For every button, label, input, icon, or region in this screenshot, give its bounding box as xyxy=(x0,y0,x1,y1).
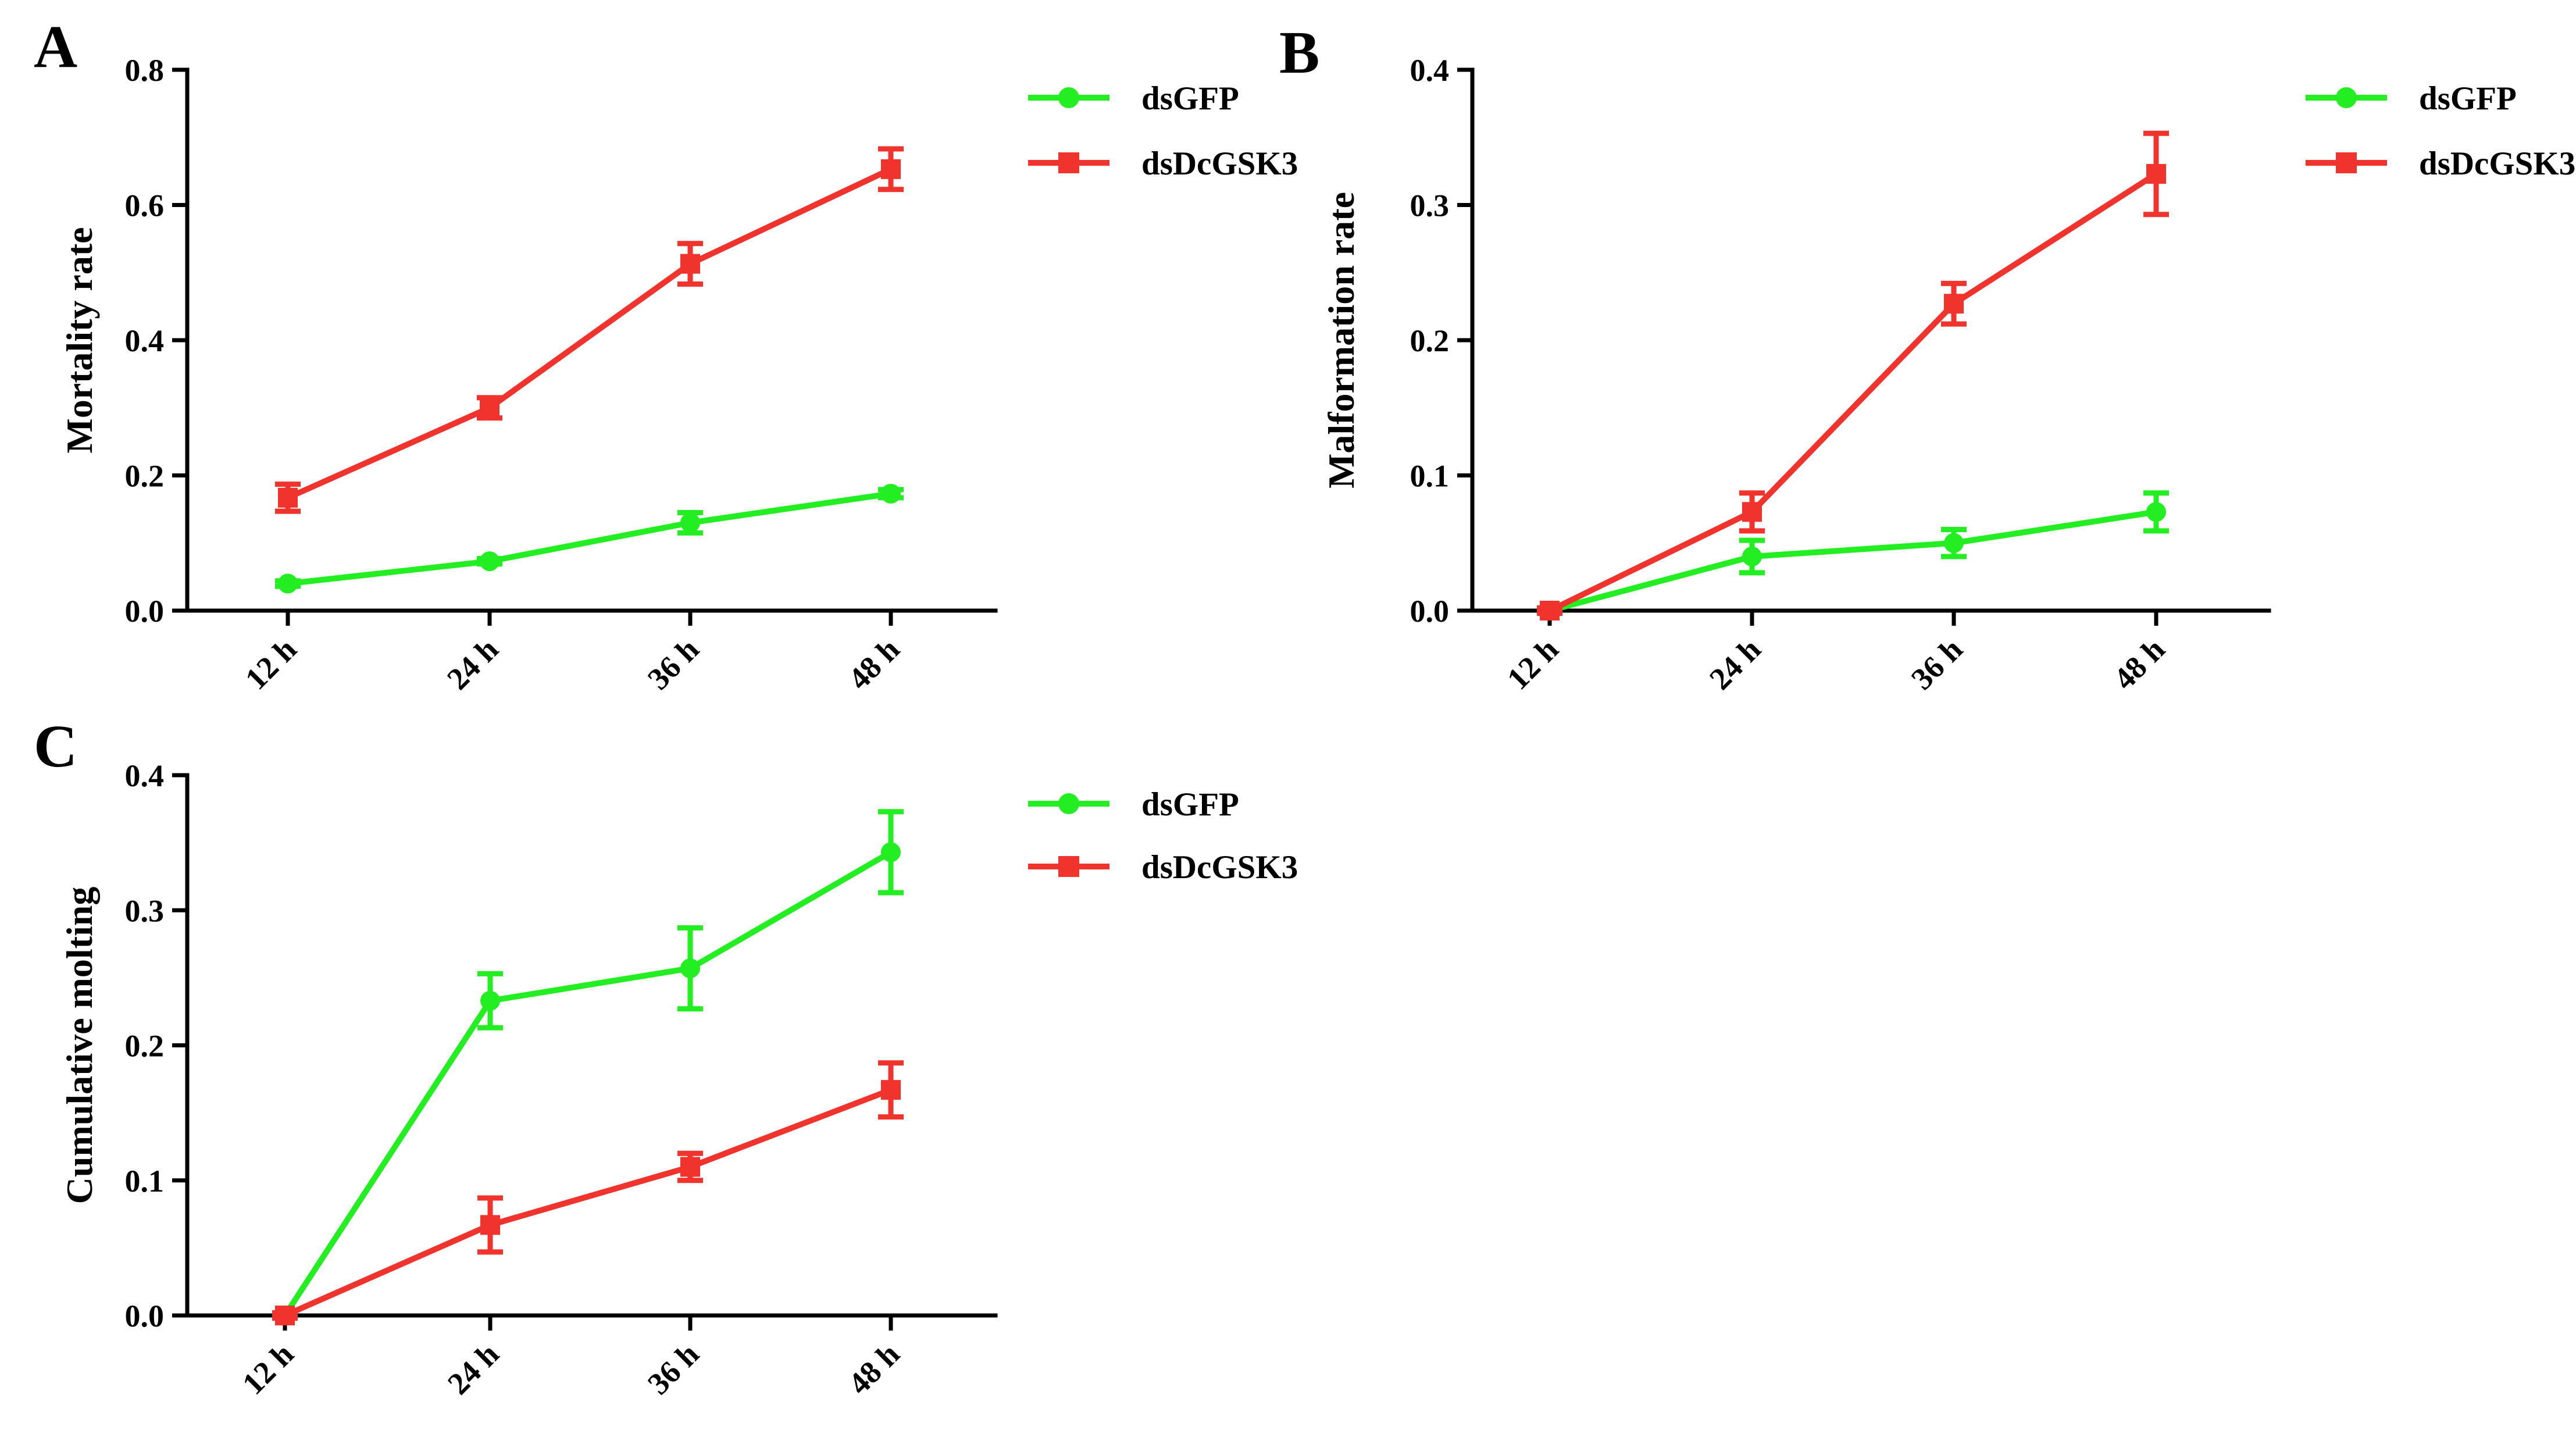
panel-b-series-dsdcgsk3-point xyxy=(1540,601,1560,621)
panel-c-legend-item-dsdcgsk3: dsDcGSK3 xyxy=(1028,849,1298,886)
panel-a-x-tick-label: 24 h xyxy=(440,632,505,696)
panel-b-x-tick-label: 12 h xyxy=(1500,632,1565,696)
panel-b-series-dsdcgsk3-line xyxy=(1548,171,2158,614)
panel-a-legend-marker xyxy=(1058,87,1079,108)
panel-b-series-dsdcgsk3-point xyxy=(1742,502,1762,522)
panel-b-series-dsdcgsk3 xyxy=(1537,130,2169,621)
panel-c-legend-label: dsGFP xyxy=(1141,786,1239,823)
panel-b: B 0.0 0.1 0.2 0.3 0.4 12 h 24 h 36 h 48 h Malforma… xyxy=(1279,19,2575,696)
panel-a-series-dsgfp-point xyxy=(278,573,298,594)
panel-c-series-dsgfp-point xyxy=(480,990,500,1011)
panel-a-y-tick-label: 0.0 xyxy=(125,594,165,629)
panel-a-series-dsdcgsk3-point xyxy=(680,254,700,274)
panel-c-y-tick-label: 0.4 xyxy=(125,758,165,793)
panel-b-x-tick-label: 24 h xyxy=(1703,632,1767,696)
panel-b-y-axis-title: Malformation rate xyxy=(1321,192,1362,488)
panel-c-y-tick-label: 0.2 xyxy=(125,1029,165,1064)
panel-a-legend-marker xyxy=(1058,152,1079,173)
panel-a-series-dsgfp-point xyxy=(480,551,499,572)
panel-b-series-dsgfp-line xyxy=(1549,509,2157,614)
panel-a-series-dsgfp-point xyxy=(881,483,901,504)
panel-b-y-tick-label: 0.0 xyxy=(1410,594,1450,629)
panel-a-series-dsdcgsk3-point xyxy=(278,487,298,508)
panel-b-legend-label: dsDcGSK3 xyxy=(2419,145,2575,182)
panel-c-legend-item-dsgfp: dsGFP xyxy=(1028,786,1239,823)
panel-b-legend-item-dsdcgsk3: dsDcGSK3 xyxy=(2306,145,2575,182)
panel-c-x-tick-label: 24 h xyxy=(441,1336,505,1401)
panel-a-series-dsgfp-point xyxy=(680,512,700,533)
panel-b-x-tick-label: 36 h xyxy=(1904,632,1969,696)
panel-c-x-tick-label: 48 h xyxy=(841,1336,906,1401)
panel-b-series-dsdcgsk3-point xyxy=(2146,164,2166,184)
panel-c-y-tick-label: 0.3 xyxy=(125,893,165,928)
panel-b-x-tick-label: 48 h xyxy=(2107,632,2171,696)
panel-c-series-dsgfp xyxy=(272,809,904,1325)
panel-a-x-tick-label: 36 h xyxy=(641,632,705,696)
panel-c-legend-marker xyxy=(1058,793,1079,814)
panel-c-series-dsdcgsk3-point xyxy=(680,1157,700,1177)
panel-a-x-tick-label: 12 h xyxy=(238,632,303,696)
panel-a: A 0.0 0.2 0.4 0.6 0.8 12 h 24 h 36 h 48 h Mortalit… xyxy=(34,13,1298,696)
panel-b-y-tick-label: 0.2 xyxy=(1410,323,1450,358)
panel-c-letter: C xyxy=(34,713,77,780)
panel-a-y-tick-label: 0.8 xyxy=(125,53,165,88)
panel-c-x-tick-label: 12 h xyxy=(236,1336,300,1401)
panel-c-legend-label: dsDcGSK3 xyxy=(1141,849,1298,886)
panel-c-series-dsdcgsk3-point xyxy=(881,1080,901,1100)
panel-a-legend-item-dsgfp: dsGFP xyxy=(1028,80,1239,117)
panel-b-legend-marker xyxy=(2336,87,2357,108)
panel-c-x-tick-label: 36 h xyxy=(641,1336,705,1401)
panel-b-series-dsgfp-point xyxy=(1742,547,1762,566)
panel-c-y-axis-title: Cumulative molting xyxy=(59,887,100,1204)
panel-b-y-tick-label: 0.4 xyxy=(1410,53,1450,88)
panel-a-x-tick-label: 48 h xyxy=(841,632,906,696)
panel-c-y-tick-label: 0.1 xyxy=(125,1164,165,1199)
panel-a-series-dsgfp-line xyxy=(287,490,891,587)
panel-a-y-tick-label: 0.2 xyxy=(125,459,165,494)
panel-c-series-dsdcgsk3-line xyxy=(283,1087,892,1318)
panel-c-series-dsgfp-point xyxy=(680,958,700,979)
panel-b-series-dsgfp xyxy=(1537,490,2169,621)
panel-a-legend-label: dsDcGSK3 xyxy=(1141,145,1298,182)
panel-c-legend: dsGFP dsDcGSK3 xyxy=(1028,786,1298,886)
panel-b-legend-label: dsGFP xyxy=(2419,80,2517,117)
panel-b-series-dsgfp-point xyxy=(1944,533,1964,553)
panel-c-legend-marker xyxy=(1058,856,1079,877)
panel-b-legend-item-dsgfp: dsGFP xyxy=(2306,80,2517,117)
panel-c-y-tick-label: 0.0 xyxy=(125,1299,165,1333)
panel-a-series-dsdcgsk3-line xyxy=(286,166,893,501)
panel-a-series-dsdcgsk3-point xyxy=(881,159,901,179)
panel-a-legend-item-dsdcgsk3: dsDcGSK3 xyxy=(1028,145,1298,182)
panel-a-letter: A xyxy=(34,13,77,80)
panel-b-letter: B xyxy=(1279,19,1319,86)
panel-c: C 0.0 0.1 0.2 0.3 0.4 12 h 24 h 36 h 48 h Cumulati… xyxy=(34,713,1298,1401)
panel-b-legend-marker xyxy=(2336,152,2357,173)
panel-b-legend: dsGFP dsDcGSK3 xyxy=(2306,80,2575,182)
panel-c-series-dsdcgsk3-point xyxy=(275,1306,295,1325)
panel-b-y-tick-label: 0.3 xyxy=(1410,188,1450,223)
panel-a-y-tick-label: 0.4 xyxy=(125,323,165,358)
panel-b-y-tick-label: 0.1 xyxy=(1410,459,1450,494)
panel-a-series-dsgfp xyxy=(275,483,904,594)
panel-c-series-dsdcgsk3 xyxy=(272,1060,904,1325)
panel-a-legend: dsGFP dsDcGSK3 xyxy=(1028,80,1298,182)
panel-a-series-dsdcgsk3-point xyxy=(480,398,499,418)
panel-a-series-dsdcgsk3 xyxy=(275,146,904,514)
panel-c-series-dsgfp-line xyxy=(282,850,893,1317)
panel-c-series-dsgfp-point xyxy=(881,842,901,862)
panel-a-legend-label: dsGFP xyxy=(1141,80,1239,117)
panel-a-y-axis-title: Mortality rate xyxy=(59,227,100,453)
panel-a-y-tick-label: 0.6 xyxy=(125,188,165,223)
panel-b-series-dsgfp-point xyxy=(2146,502,2166,522)
panel-b-series-dsdcgsk3-point xyxy=(1944,294,1964,314)
panel-c-series-dsdcgsk3-point xyxy=(480,1215,500,1235)
